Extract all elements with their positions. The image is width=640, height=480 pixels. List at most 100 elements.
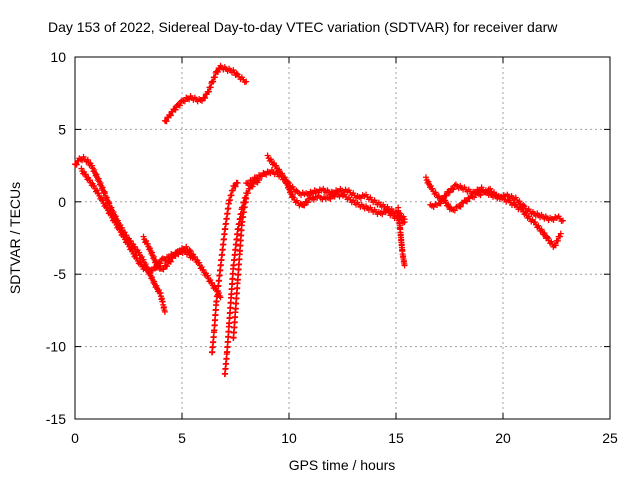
grid xyxy=(75,57,610,419)
data-point xyxy=(554,237,561,244)
chart-title: Day 153 of 2022, Sidereal Day-to-day VTE… xyxy=(48,19,558,35)
data-point xyxy=(104,204,111,211)
data-point xyxy=(246,180,253,187)
data-point xyxy=(95,190,102,197)
data-point xyxy=(401,262,408,269)
data-point xyxy=(327,195,334,202)
data-point xyxy=(153,282,160,289)
data-point xyxy=(129,248,136,255)
data-point xyxy=(301,202,308,209)
data-point xyxy=(464,198,471,205)
data-point xyxy=(73,161,80,168)
data-point xyxy=(552,242,559,249)
data-point xyxy=(106,200,113,207)
data-point xyxy=(144,240,151,247)
series-mid-branch xyxy=(140,233,224,301)
data-point xyxy=(267,156,274,163)
data-point xyxy=(217,294,224,301)
data-point xyxy=(243,195,250,202)
data-point xyxy=(244,190,251,197)
data-point xyxy=(140,233,147,240)
data-point xyxy=(471,194,478,201)
y-tick-label: 5 xyxy=(58,121,66,137)
data-point xyxy=(89,162,96,169)
data-point xyxy=(176,102,183,109)
data-point xyxy=(163,118,170,125)
x-axis-label: GPS time / hours xyxy=(289,457,396,473)
data-point xyxy=(310,196,317,203)
series-early-loop xyxy=(78,165,196,276)
data-point xyxy=(557,230,564,237)
data-points xyxy=(72,62,566,378)
y-tick-label: -5 xyxy=(54,266,67,282)
data-point xyxy=(557,233,564,240)
data-point xyxy=(116,226,123,233)
data-point xyxy=(559,217,566,224)
plot-frame xyxy=(74,56,611,420)
data-point xyxy=(161,308,168,315)
data-point xyxy=(167,112,174,119)
data-point xyxy=(477,187,484,194)
data-point xyxy=(430,203,437,210)
data-point xyxy=(267,170,274,177)
data-point xyxy=(472,190,479,197)
data-point xyxy=(293,187,300,194)
data-point xyxy=(198,97,205,104)
data-point xyxy=(95,175,102,182)
data-point xyxy=(181,98,188,105)
data-point xyxy=(234,179,241,186)
data-point xyxy=(544,233,551,240)
data-point xyxy=(315,189,322,196)
series-deep-dip-a xyxy=(208,179,241,356)
series-late-arc xyxy=(422,174,564,250)
data-point xyxy=(285,183,292,190)
data-point xyxy=(112,219,119,226)
y-tick-label: -10 xyxy=(46,339,66,355)
axis-ticks: 0 5 10 15 20 25 -15 -10 -5 0 5 10 xyxy=(46,49,618,446)
data-point xyxy=(499,195,506,202)
data-point xyxy=(550,216,557,223)
data-point xyxy=(196,259,203,266)
data-point xyxy=(108,211,115,218)
data-point xyxy=(146,245,153,252)
series-end-spike xyxy=(395,204,408,269)
x-tick-label: 20 xyxy=(495,430,511,446)
data-point xyxy=(186,246,193,253)
x-tick-label: 5 xyxy=(178,430,186,446)
data-point xyxy=(283,178,290,185)
x-tick-label: 10 xyxy=(281,430,297,446)
data-point xyxy=(250,177,257,184)
data-point xyxy=(446,189,453,196)
series-mid-arc-lower xyxy=(264,152,408,226)
data-point xyxy=(287,188,294,195)
data-point xyxy=(310,190,317,197)
data-point xyxy=(121,233,128,240)
data-point xyxy=(232,183,239,190)
data-point xyxy=(437,200,444,207)
data-point xyxy=(99,197,106,204)
data-point xyxy=(249,183,256,190)
data-point xyxy=(125,240,132,247)
y-axis-label: SDTVAR / TECUs xyxy=(7,182,23,294)
y-tick-label: -15 xyxy=(46,411,66,427)
data-point xyxy=(520,201,527,208)
data-point xyxy=(276,166,283,173)
data-point xyxy=(93,171,100,178)
data-point xyxy=(440,196,447,203)
data-point xyxy=(136,249,143,256)
data-point xyxy=(151,278,158,285)
series-upper-arc xyxy=(161,62,250,125)
data-point xyxy=(214,69,221,76)
data-point xyxy=(172,106,179,113)
y-tick-label: 0 xyxy=(58,194,66,210)
y-tick-label: 10 xyxy=(50,49,66,65)
data-point xyxy=(149,267,156,274)
x-tick-label: 15 xyxy=(388,430,404,446)
data-point xyxy=(172,253,179,260)
x-tick-label: 0 xyxy=(71,430,79,446)
data-point xyxy=(443,192,450,199)
data-point xyxy=(425,178,432,185)
series-deep-dip-c xyxy=(230,195,250,341)
data-point xyxy=(457,203,464,210)
